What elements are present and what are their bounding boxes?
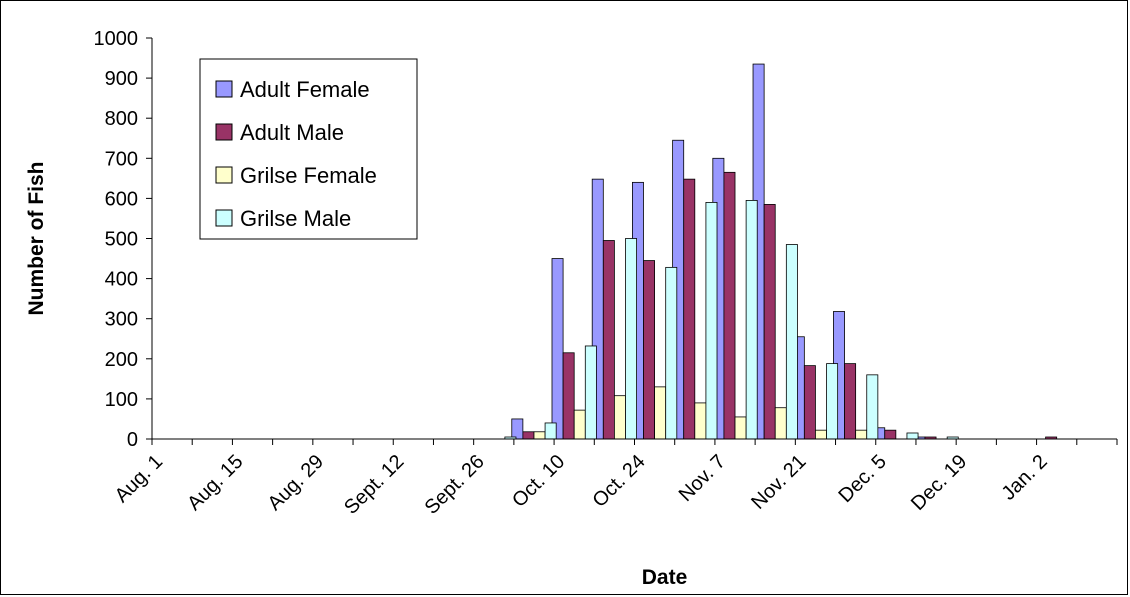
bar-grilse-male-11 [625, 238, 638, 440]
legend-box [199, 58, 418, 240]
bar-adult-male-18 [884, 429, 897, 440]
y-tick-label-0: 0 [127, 429, 138, 451]
bar-adult-female-10 [551, 258, 564, 440]
x-tick-label-5: Oct. 10 [508, 451, 569, 512]
x-tick-label-2: Aug. 29 [264, 451, 328, 515]
y-axis-title: Number of Fish [25, 161, 48, 315]
bar-adult-male-16 [803, 365, 816, 440]
y-tick-label-1000: 1000 [94, 28, 139, 50]
y-tick-label-400: 400 [105, 269, 138, 291]
bar-grilse-male-14 [745, 200, 758, 440]
legend: Adult Female Adult Male Grilse Female Grils… [199, 58, 418, 240]
bar-adult-male-11 [602, 240, 615, 440]
bar-grilse-female-15 [774, 407, 787, 440]
x-tick-label-10: Dec. 19 [907, 451, 971, 515]
y-tick-label-500: 500 [105, 229, 138, 251]
y-tick-label-800: 800 [105, 108, 138, 130]
y-tick-label-200: 200 [105, 349, 138, 371]
bar-grilse-male-12 [665, 266, 678, 440]
bar-adult-male-13 [683, 178, 696, 440]
bar-grilse-male-9 [544, 422, 557, 440]
legend-swatch-adult-male [215, 123, 233, 141]
bars-group [504, 63, 1058, 440]
y-tick-label-600: 600 [105, 188, 138, 210]
bar-grilse-male-18 [906, 432, 919, 440]
bar-adult-female-9 [511, 418, 524, 440]
x-axis-title: Date [642, 566, 688, 589]
bar-grilse-male-16 [826, 363, 839, 440]
bar-grilse-female-16 [815, 429, 827, 440]
bar-grilse-male-10 [584, 345, 597, 440]
bar-grilse-male-13 [705, 202, 718, 440]
bar-grilse-male-17 [866, 374, 879, 440]
bar-adult-male-10 [562, 352, 575, 440]
bar-grilse-female-14 [734, 416, 747, 440]
bar-adult-male-9 [522, 431, 535, 440]
bar-grilse-female-17 [855, 429, 868, 440]
legend-swatch-adult-female [215, 80, 233, 98]
y-tick-label-300: 300 [105, 309, 138, 331]
bar-adult-male-15 [763, 204, 776, 440]
bar-grilse-female-12 [654, 386, 667, 440]
legend-swatch-grilse-male [215, 209, 233, 227]
bar-grilse-female-10 [573, 409, 586, 440]
legend-label-grilse-male: Grilse Male [240, 206, 351, 231]
x-tick-label-11: Jan. 2 [998, 451, 1052, 505]
y-tick-label-900: 900 [105, 68, 138, 90]
x-tick-label-9: Dec. 5 [834, 451, 890, 507]
legend-label-adult-female: Adult Female [240, 77, 370, 102]
bar-adult-male-17 [844, 363, 857, 440]
bar-grilse-male-15 [785, 244, 798, 440]
bar-grilse-female-11 [614, 395, 626, 440]
bar-adult-male-14 [723, 171, 736, 440]
legend-label-grilse-female: Grilse Female [240, 163, 377, 188]
y-tick-label-100: 100 [105, 389, 138, 411]
x-tick-label-7: Nov. 7 [675, 451, 730, 506]
x-tick-label-1: Aug. 15 [183, 451, 247, 515]
bar-grilse-female-9 [533, 431, 546, 440]
x-tick-label-8: Nov. 21 [747, 451, 810, 514]
bar-grilse-female-13 [694, 402, 707, 440]
legend-label-adult-male: Adult Male [240, 120, 344, 145]
x-tick-label-3: Sept. 12 [340, 451, 408, 519]
x-tick-label-0: Aug. 1 [111, 451, 167, 507]
legend-swatch-grilse-female [215, 166, 233, 184]
x-tick-label-6: Oct. 24 [588, 451, 649, 512]
y-tick-label-700: 700 [105, 148, 138, 170]
bar-adult-male-12 [643, 260, 656, 440]
x-tick-label-4: Sept. 26 [421, 451, 489, 519]
